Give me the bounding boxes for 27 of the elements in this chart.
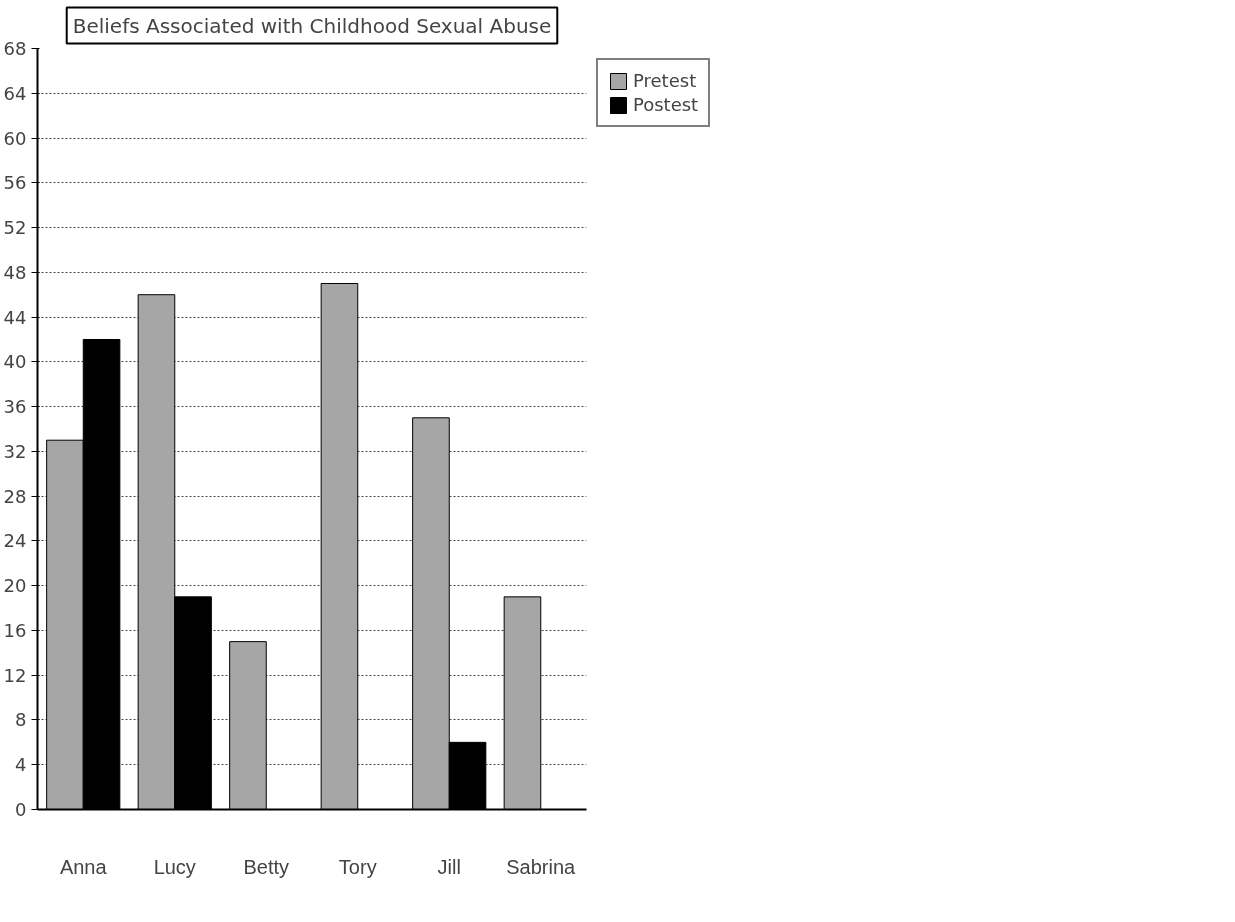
x-tick-label: Anna: [59, 855, 108, 878]
y-tick-label: 16: [3, 619, 27, 641]
x-tick-label: Tory: [338, 855, 377, 878]
y-tick-label: 68: [3, 38, 27, 59]
y-tick-label: 36: [3, 396, 27, 418]
y-tick-label: 20: [3, 575, 27, 597]
legend-label: Postest: [633, 94, 699, 115]
x-tick-label: Betty: [243, 855, 290, 878]
x-tick-label: Lucy: [153, 855, 196, 878]
y-tick-label: 56: [3, 172, 27, 194]
legend-label: Pretest: [633, 70, 697, 91]
y-tick-label: 48: [3, 261, 27, 283]
y-tick-label: 4: [15, 754, 27, 776]
y-tick-label: 32: [3, 440, 27, 462]
y-tick-label: 60: [3, 127, 27, 149]
y-tick-label: 12: [3, 664, 27, 686]
x-tick-label: Jill: [437, 855, 461, 878]
y-tick-label: 8: [15, 709, 27, 731]
y-tick-label: 44: [3, 306, 27, 328]
y-tick-label: 64: [3, 82, 27, 104]
y-tick-label: 52: [3, 217, 27, 239]
x-tick-label: Sabrina: [506, 855, 577, 878]
y-tick-label: 40: [3, 351, 27, 373]
y-tick-label: 28: [3, 485, 27, 507]
y-tick-label: 0: [15, 799, 27, 820]
y-tick-label: 24: [3, 530, 27, 552]
chart-title: Beliefs Associated with Childhood Sexual Abuse: [72, 13, 552, 38]
